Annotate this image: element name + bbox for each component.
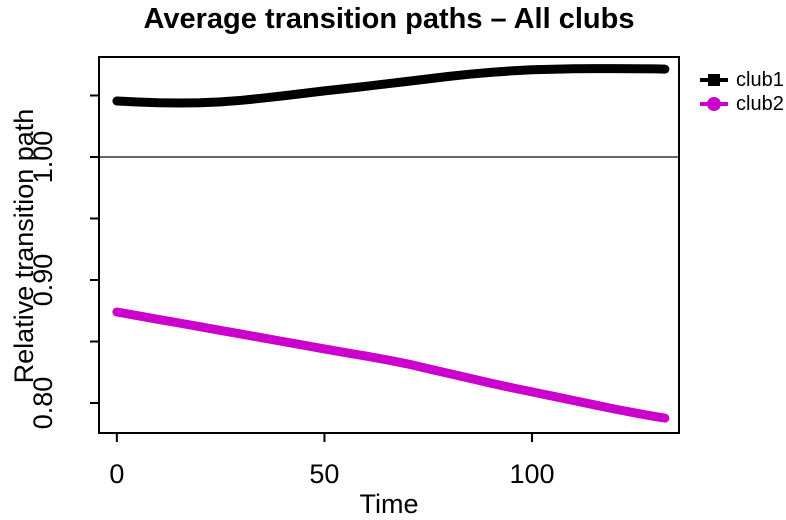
x-axis-label: Time	[359, 489, 419, 519]
legend-label-club2: club2	[736, 93, 784, 115]
x-tick-label: 50	[309, 459, 339, 489]
y-axis-label: Relative transition path	[9, 108, 39, 384]
club2-line-circle-icon	[700, 97, 728, 111]
chart-title: Average transition paths – All clubs	[143, 3, 635, 35]
club1-line-square-icon	[700, 74, 728, 86]
legend-label-club1: club1	[736, 69, 784, 91]
x-tick-label: 0	[109, 459, 124, 489]
legend: club1 club2	[698, 69, 784, 115]
y-tick-label: 0.80	[28, 377, 58, 430]
y-tick-label: 0.90	[28, 254, 58, 307]
series-club1	[112, 64, 670, 108]
x-tick-label: 100	[509, 459, 554, 489]
plot-border	[98, 56, 680, 434]
y-tick-label: 1.00	[28, 131, 58, 184]
legend-item-club2: club2	[698, 93, 784, 115]
series-club2	[112, 307, 670, 423]
legend-item-club1: club1	[698, 69, 784, 91]
